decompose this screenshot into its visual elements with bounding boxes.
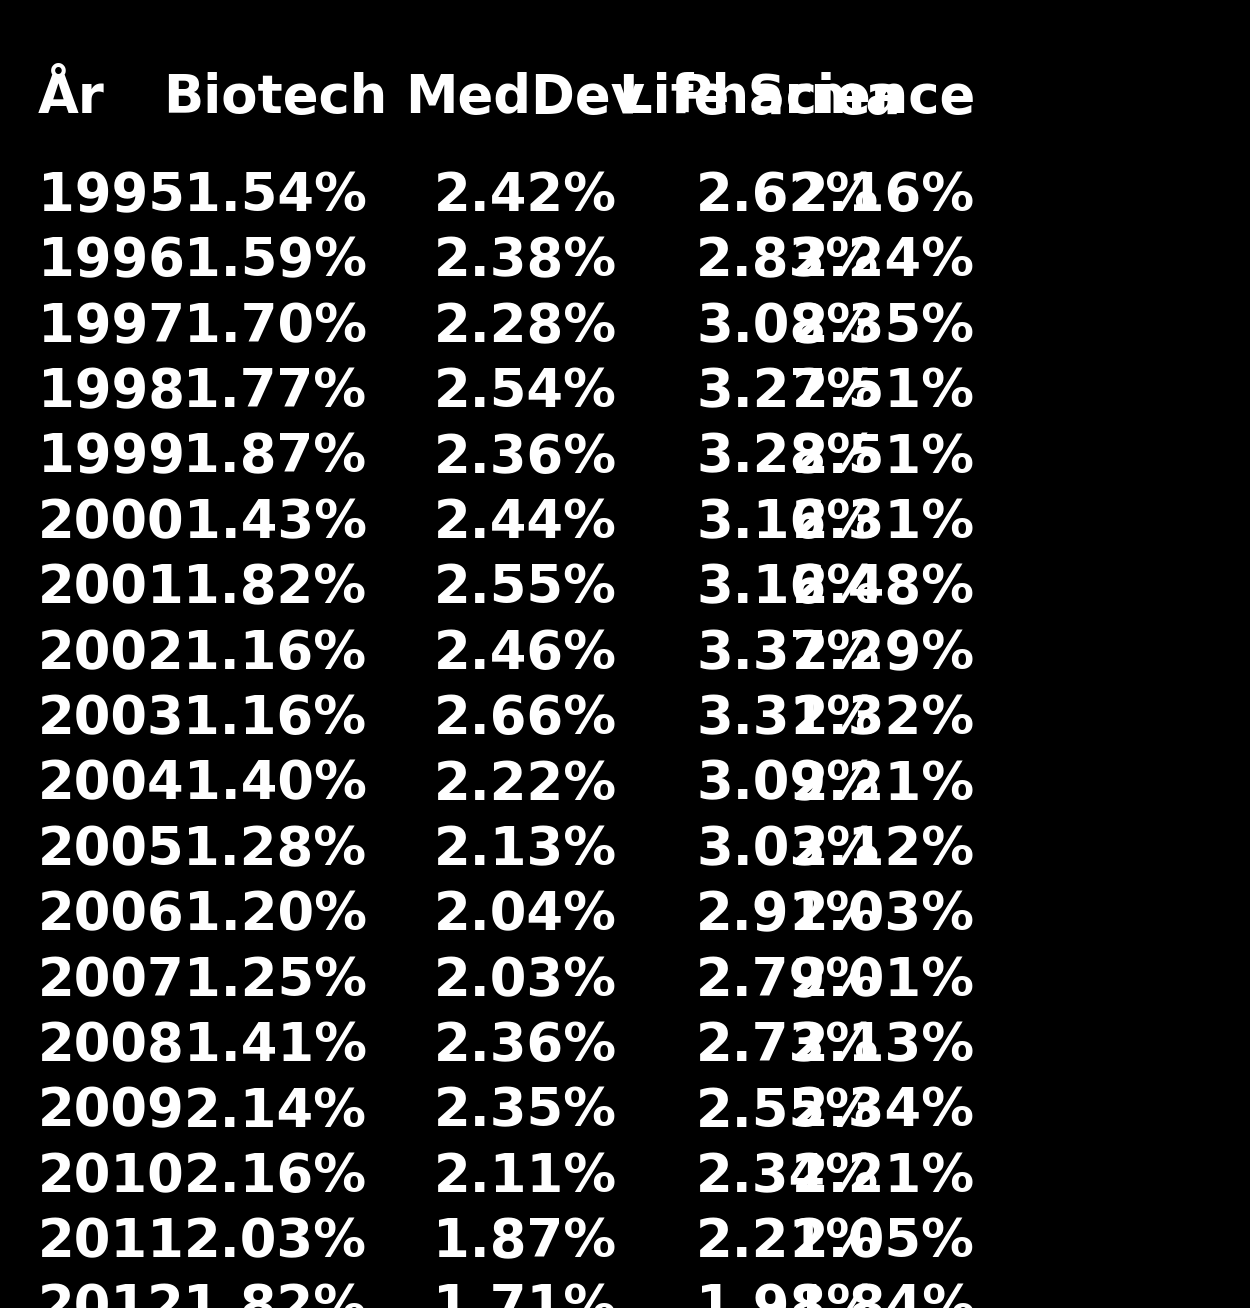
Text: 2011: 2011 bbox=[38, 1216, 185, 1269]
Text: 2.54%: 2.54% bbox=[434, 366, 616, 419]
Text: Biotech: Biotech bbox=[162, 72, 388, 124]
Text: 1996: 1996 bbox=[38, 235, 185, 288]
Text: 2.62%: 2.62% bbox=[696, 170, 879, 222]
Text: 2.91%: 2.91% bbox=[696, 889, 879, 942]
Text: 1.20%: 1.20% bbox=[184, 889, 366, 942]
Text: 1995: 1995 bbox=[38, 170, 185, 222]
Text: 1.87%: 1.87% bbox=[434, 1216, 616, 1269]
Text: 2.29%: 2.29% bbox=[792, 628, 975, 680]
Text: 2.79%: 2.79% bbox=[696, 955, 879, 1007]
Text: 1.16%: 1.16% bbox=[184, 628, 366, 680]
Text: 2.11%: 2.11% bbox=[434, 1151, 616, 1203]
Text: 3.31%: 3.31% bbox=[696, 693, 879, 746]
Text: 1.16%: 1.16% bbox=[184, 693, 366, 746]
Text: 2.12%: 2.12% bbox=[792, 824, 975, 876]
Text: 2.55%: 2.55% bbox=[696, 1086, 879, 1138]
Text: 3.09%: 3.09% bbox=[696, 759, 879, 811]
Text: 2000: 2000 bbox=[38, 497, 184, 549]
Text: 2003: 2003 bbox=[38, 693, 184, 746]
Text: 2.04%: 2.04% bbox=[434, 889, 616, 942]
Text: 2009: 2009 bbox=[38, 1086, 184, 1138]
Text: 2001: 2001 bbox=[38, 562, 184, 615]
Text: 2.36%: 2.36% bbox=[434, 1020, 616, 1073]
Text: 3.16%: 3.16% bbox=[696, 497, 879, 549]
Text: 2.42%: 2.42% bbox=[434, 170, 616, 222]
Text: 3.37%: 3.37% bbox=[696, 628, 879, 680]
Text: 2.03%: 2.03% bbox=[792, 889, 975, 942]
Text: 2007: 2007 bbox=[38, 955, 184, 1007]
Text: 2.13%: 2.13% bbox=[792, 1020, 975, 1073]
Text: 2.21%: 2.21% bbox=[792, 1151, 975, 1203]
Text: 2.48%: 2.48% bbox=[792, 562, 975, 615]
Text: 1.25%: 1.25% bbox=[184, 955, 366, 1007]
Text: 2.38%: 2.38% bbox=[434, 235, 616, 288]
Text: 2.36%: 2.36% bbox=[434, 432, 616, 484]
Text: 2004: 2004 bbox=[38, 759, 184, 811]
Text: 2.55%: 2.55% bbox=[434, 562, 616, 615]
Text: 2.21%: 2.21% bbox=[792, 759, 975, 811]
Text: 2.34%: 2.34% bbox=[696, 1151, 879, 1203]
Text: 2005: 2005 bbox=[38, 824, 184, 876]
Text: 1999: 1999 bbox=[38, 432, 185, 484]
Text: 2.01%: 2.01% bbox=[792, 955, 975, 1007]
Text: 2.73%: 2.73% bbox=[696, 1020, 879, 1073]
Text: 2012: 2012 bbox=[38, 1282, 185, 1308]
Text: 1.77%: 1.77% bbox=[184, 366, 366, 419]
Text: 1.43%: 1.43% bbox=[184, 497, 366, 549]
Text: 2.51%: 2.51% bbox=[792, 366, 975, 419]
Text: 1.41%: 1.41% bbox=[184, 1020, 366, 1073]
Text: 2.83%: 2.83% bbox=[696, 235, 879, 288]
Text: 1.84%: 1.84% bbox=[792, 1282, 975, 1308]
Text: 2.03%: 2.03% bbox=[434, 955, 616, 1007]
Text: 2.34%: 2.34% bbox=[792, 1086, 975, 1138]
Text: Pharma: Pharma bbox=[674, 72, 901, 124]
Text: 2.46%: 2.46% bbox=[434, 628, 616, 680]
Text: 2.35%: 2.35% bbox=[792, 301, 975, 353]
Text: 1.87%: 1.87% bbox=[184, 432, 366, 484]
Text: 2008: 2008 bbox=[38, 1020, 184, 1073]
Text: 3.28%: 3.28% bbox=[696, 432, 879, 484]
Text: 1998: 1998 bbox=[38, 366, 185, 419]
Text: 2.14%: 2.14% bbox=[184, 1086, 366, 1138]
Text: 3.08%: 3.08% bbox=[696, 301, 879, 353]
Text: 2.44%: 2.44% bbox=[434, 497, 616, 549]
Text: 1.40%: 1.40% bbox=[184, 759, 366, 811]
Text: 1.98%: 1.98% bbox=[696, 1282, 879, 1308]
Text: 2.03%: 2.03% bbox=[184, 1216, 366, 1269]
Text: 2.22%: 2.22% bbox=[434, 759, 616, 811]
Text: MedDev: MedDev bbox=[405, 72, 645, 124]
Text: 2010: 2010 bbox=[38, 1151, 184, 1203]
Text: 2.16%: 2.16% bbox=[792, 170, 975, 222]
Text: 2.35%: 2.35% bbox=[434, 1086, 616, 1138]
Text: 1.82%: 1.82% bbox=[184, 1282, 366, 1308]
Text: 3.16%: 3.16% bbox=[696, 562, 879, 615]
Text: 1.70%: 1.70% bbox=[184, 301, 366, 353]
Text: 2.16%: 2.16% bbox=[184, 1151, 366, 1203]
Text: 2.21%: 2.21% bbox=[696, 1216, 879, 1269]
Text: 3.27%: 3.27% bbox=[696, 366, 879, 419]
Text: 1.28%: 1.28% bbox=[184, 824, 366, 876]
Text: 2.13%: 2.13% bbox=[434, 824, 616, 876]
Text: 2.31%: 2.31% bbox=[792, 497, 975, 549]
Text: 2.24%: 2.24% bbox=[792, 235, 975, 288]
Text: 2.05%: 2.05% bbox=[792, 1216, 975, 1269]
Text: 2.28%: 2.28% bbox=[434, 301, 616, 353]
Text: 1.82%: 1.82% bbox=[184, 562, 366, 615]
Text: 1.59%: 1.59% bbox=[184, 235, 366, 288]
Text: Life Science: Life Science bbox=[619, 72, 975, 124]
Text: 1.54%: 1.54% bbox=[184, 170, 366, 222]
Text: 2006: 2006 bbox=[38, 889, 184, 942]
Text: 3.03%: 3.03% bbox=[696, 824, 879, 876]
Text: 1.71%: 1.71% bbox=[434, 1282, 616, 1308]
Text: 2.32%: 2.32% bbox=[792, 693, 975, 746]
Text: 2.51%: 2.51% bbox=[792, 432, 975, 484]
Text: 2.66%: 2.66% bbox=[434, 693, 616, 746]
Text: 1997: 1997 bbox=[38, 301, 185, 353]
Text: 2002: 2002 bbox=[38, 628, 184, 680]
Text: År: År bbox=[38, 72, 104, 124]
